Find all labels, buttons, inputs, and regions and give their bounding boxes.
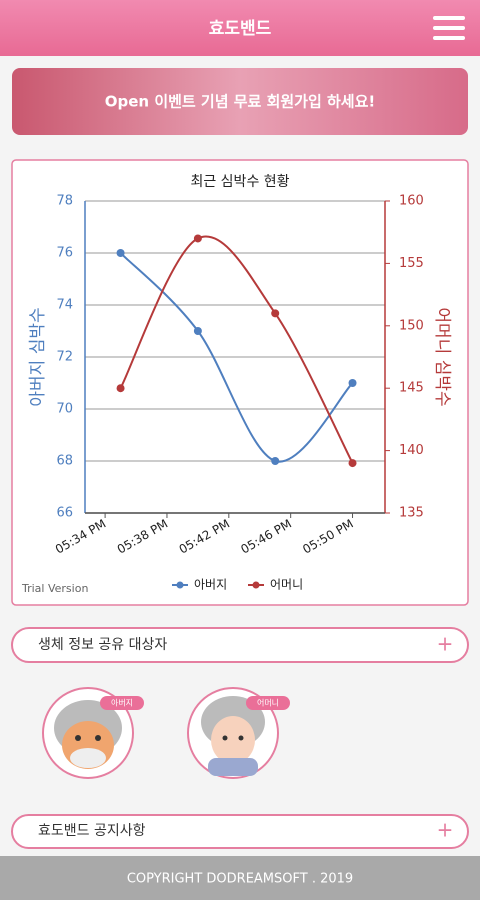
y-tick-label: 68 (56, 454, 73, 469)
notice-label: 효도밴드 공지사항 (38, 823, 146, 839)
y-tick-label: 74 (56, 298, 73, 313)
series-line (119, 235, 354, 464)
father-name: 아버지 (111, 698, 133, 708)
data-point (193, 327, 202, 335)
y2-tick-label: 145 (399, 381, 424, 396)
series-line (119, 252, 354, 463)
y-axis-label: 아버지 심박수 (28, 307, 48, 406)
data-point (271, 457, 280, 465)
y2-tick-label: 155 (399, 256, 424, 271)
y-tick-label: 66 (56, 506, 73, 521)
share-plus: + (437, 632, 454, 656)
chart-card (11, 159, 469, 606)
data-point (271, 309, 280, 318)
legend-label: 아버지 (194, 578, 227, 592)
legend-dot (252, 581, 260, 589)
y2-axis-label: 어머니 심박수 (432, 307, 452, 406)
y-tick-label: 78 (56, 194, 73, 209)
y-tick-label: 76 (56, 246, 73, 261)
banner[interactable] (12, 68, 468, 135)
father-avatar[interactable] (42, 687, 134, 779)
mother-tag (246, 696, 290, 710)
data-point (116, 384, 125, 393)
mother-name: 어머니 (257, 698, 279, 708)
header-title: 효도밴드 (209, 19, 272, 39)
menu-button[interactable] (433, 16, 465, 40)
footer (0, 856, 480, 900)
father-tag (100, 696, 144, 710)
legend-dot (176, 581, 184, 589)
banner-text: Open 이벤트 기념 무료 회원가입 하세요! (105, 93, 376, 111)
y2-tick-label: 140 (399, 443, 424, 458)
share-label: 생체 정보 공유 대상자 (38, 637, 167, 653)
data-point (193, 234, 202, 243)
y2-tick-label: 150 (399, 318, 424, 333)
data-point (348, 379, 357, 387)
chart-title: 최근 심박수 현황 (190, 174, 289, 190)
footer-text: COPYRIGHT DODREAMSOFT . 2019 (127, 872, 353, 887)
data-point (116, 249, 125, 257)
watermark: Trial Version (21, 582, 88, 595)
y-tick-label: 72 (56, 350, 73, 365)
notice-button[interactable] (11, 814, 469, 849)
data-point (348, 459, 357, 468)
share-button[interactable] (11, 627, 469, 663)
notice-plus: + (437, 818, 454, 842)
y2-tick-label: 160 (399, 194, 424, 209)
mother-avatar[interactable] (187, 687, 279, 779)
y-tick-label: 70 (56, 402, 73, 417)
y2-tick-label: 135 (399, 506, 424, 521)
legend-label: 어머니 (270, 578, 303, 592)
header-bar (0, 0, 480, 56)
